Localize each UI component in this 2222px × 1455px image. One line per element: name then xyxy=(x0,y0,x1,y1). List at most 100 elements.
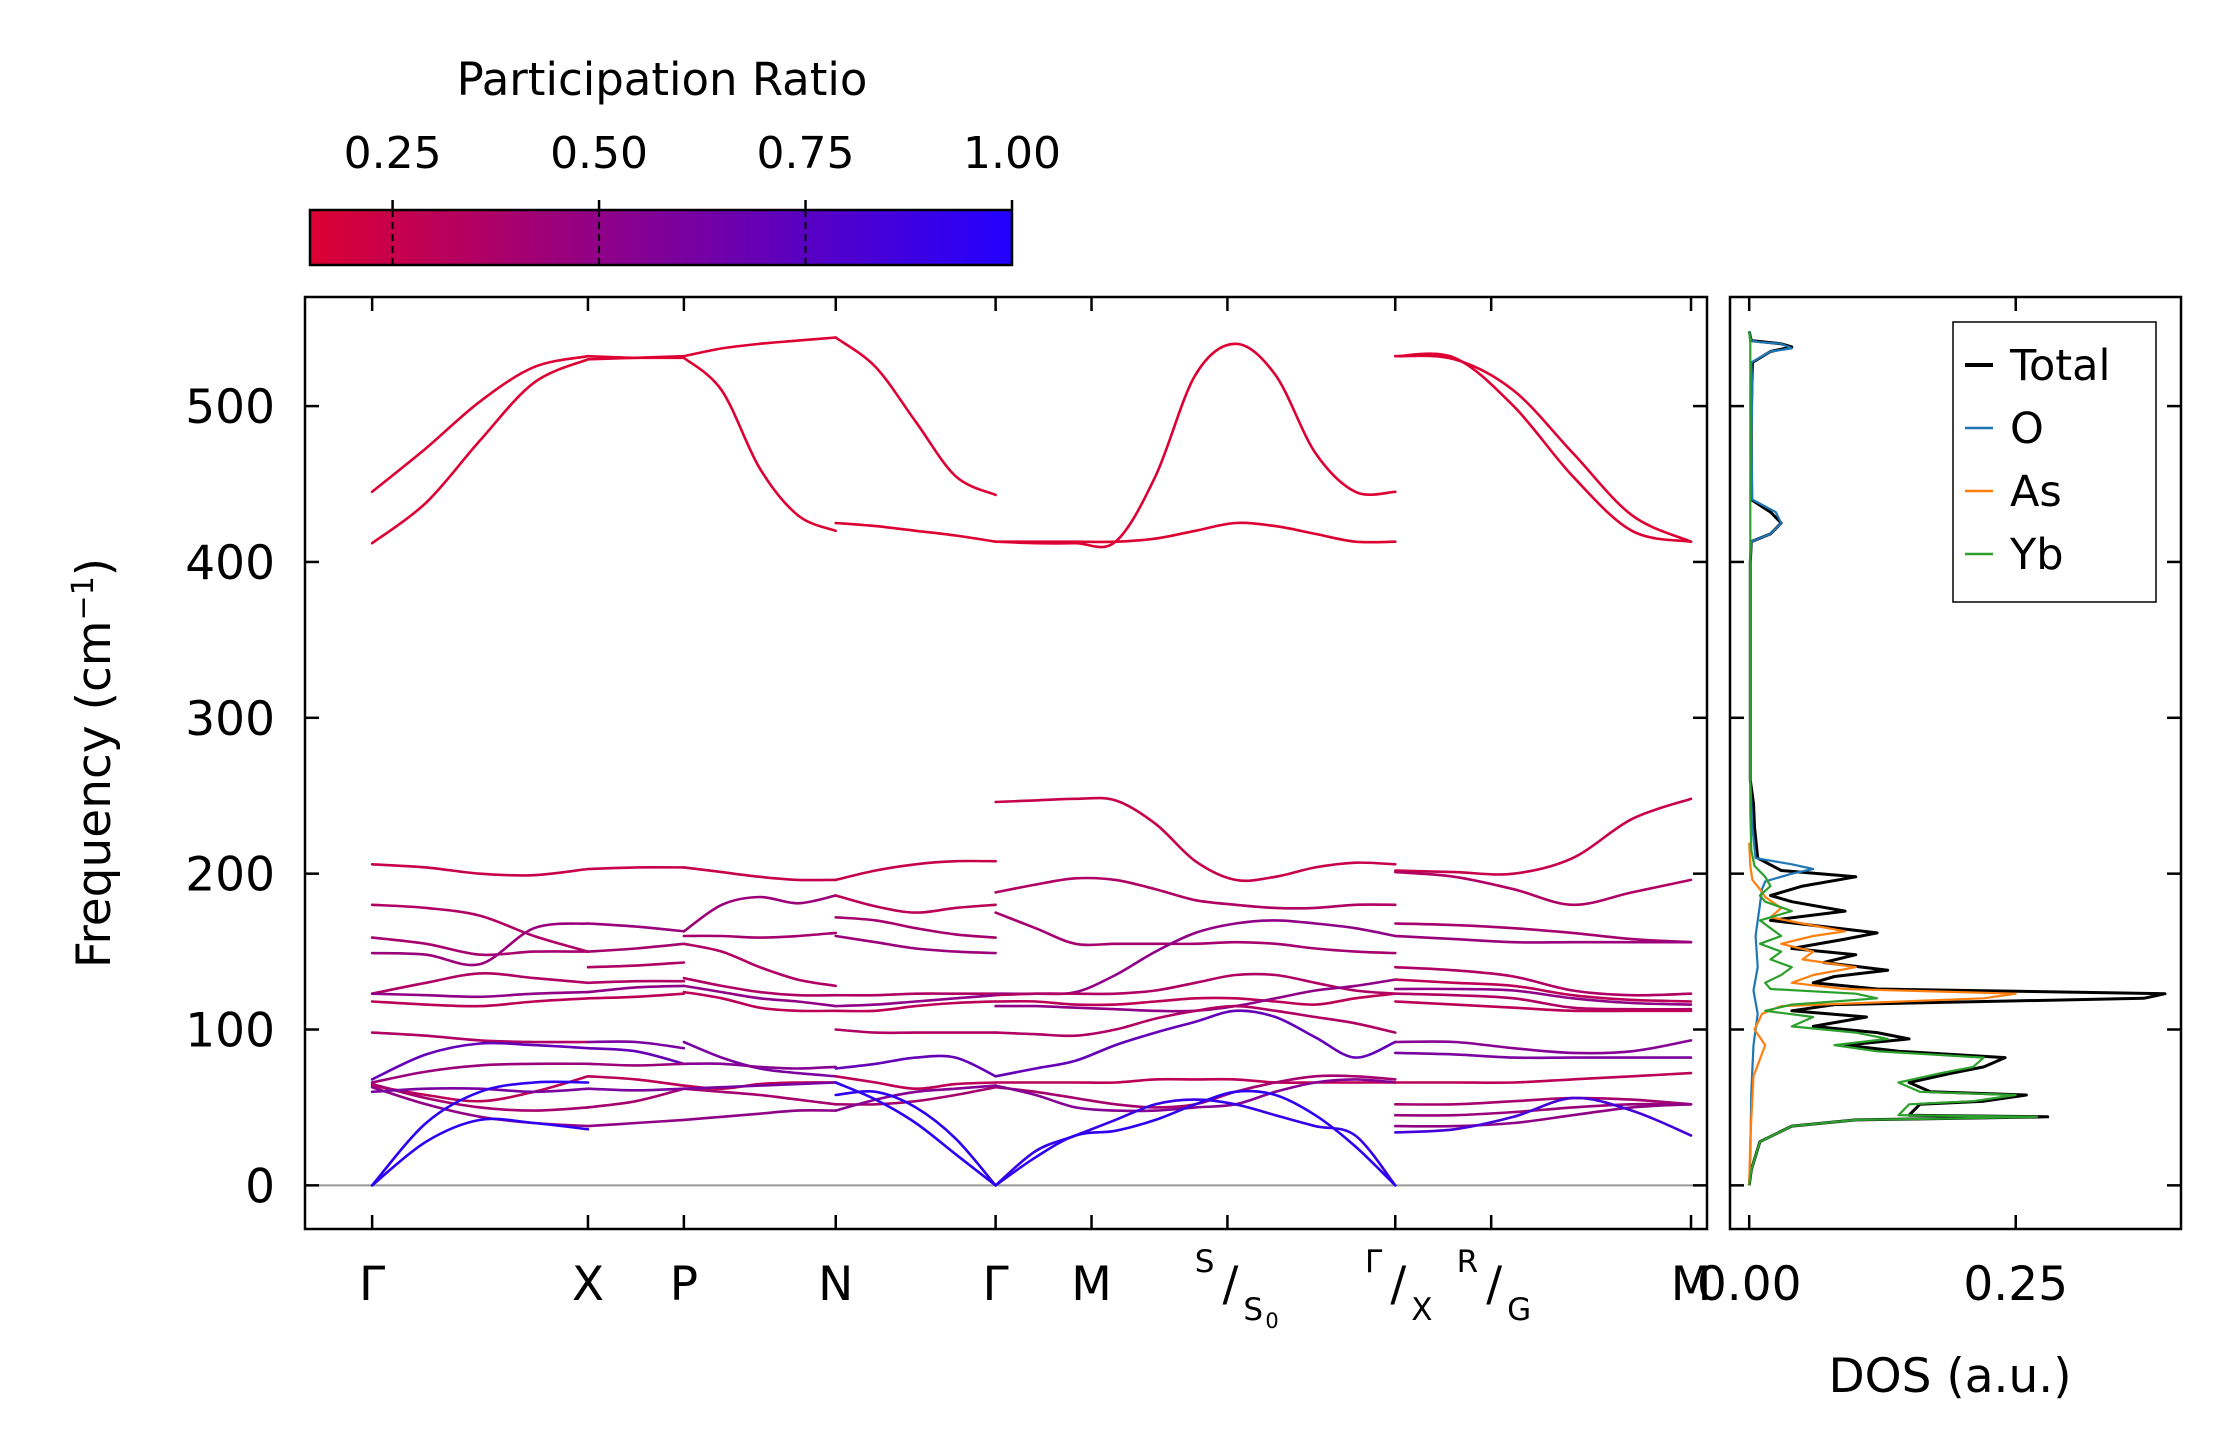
band-line xyxy=(994,1009,1397,1078)
high-symmetry-label: M xyxy=(1071,1257,1112,1312)
band-line xyxy=(370,1031,590,1044)
band-line xyxy=(834,1054,997,1078)
band-line xyxy=(682,984,837,1008)
band-lines xyxy=(370,336,1693,1187)
band-line xyxy=(994,876,1397,910)
band-line xyxy=(682,1040,837,1078)
band-line xyxy=(1394,352,1693,543)
band-line xyxy=(834,1000,997,1013)
band-line xyxy=(586,1062,686,1067)
band-y-ticks: 0 100 200 300 400 500 xyxy=(185,380,1707,1214)
band-line xyxy=(586,992,686,1000)
colorbar-ticks xyxy=(391,200,1014,265)
band-line xyxy=(1394,1096,1693,1137)
band-line xyxy=(1394,797,1693,876)
band-line xyxy=(1394,934,1693,944)
band-line xyxy=(834,992,997,997)
band-line xyxy=(682,1109,837,1122)
band-line xyxy=(994,978,1397,1013)
band-line xyxy=(834,993,997,1008)
band-line xyxy=(586,866,686,871)
band-line xyxy=(994,1077,1397,1085)
colorbar-tick-label: 0.75 xyxy=(757,128,855,179)
band-line xyxy=(834,1081,997,1187)
band-line xyxy=(370,863,590,877)
dos-line-yb xyxy=(1748,331,2039,1186)
band-line xyxy=(586,984,686,994)
high-symmetry-label: P xyxy=(670,1257,698,1312)
band-y-axis-label: Frequency (cm−1) xyxy=(66,558,122,968)
band-line xyxy=(994,1098,1397,1187)
high-symmetry-label-sub: X xyxy=(1411,1292,1432,1328)
band-line xyxy=(834,1084,997,1112)
band-line xyxy=(370,990,590,999)
band-line xyxy=(994,796,1397,883)
band-line xyxy=(370,1117,590,1187)
band-line xyxy=(834,916,997,939)
high-symmetry-label-sup: Γ xyxy=(1365,1244,1383,1280)
band-line xyxy=(586,1087,686,1092)
band-line xyxy=(586,942,686,953)
legend-label-as: As xyxy=(2010,467,2062,517)
band-y-tick-label: 500 xyxy=(185,380,275,435)
band-line xyxy=(994,972,1397,997)
band-line xyxy=(682,931,837,939)
band-line xyxy=(834,1075,997,1091)
dos-x-tick-label: 0.25 xyxy=(1963,1257,2068,1312)
band-line xyxy=(682,1062,837,1070)
legend-entries: Total O As Yb xyxy=(1965,341,2110,580)
high-symmetry-label-sup: S xyxy=(1195,1244,1215,1280)
band-line xyxy=(994,521,1397,544)
band-line xyxy=(370,1041,590,1081)
high-symmetry-label: X xyxy=(572,1257,604,1312)
band-line xyxy=(370,358,590,545)
high-symmetry-label: Γ xyxy=(359,1257,385,1312)
band-line xyxy=(586,1118,686,1128)
band-line xyxy=(1394,1102,1693,1117)
band-line xyxy=(1394,1096,1693,1106)
high-symmetry-label: N xyxy=(818,1257,853,1312)
high-symmetry-label-sup: R xyxy=(1457,1244,1479,1280)
band-line xyxy=(834,336,997,497)
colorbar-title: Participation Ratio xyxy=(457,53,868,106)
band-line xyxy=(682,942,837,988)
high-symmetry-slash: / xyxy=(1486,1257,1502,1312)
band-line xyxy=(1394,965,1693,997)
colorbar-gradient xyxy=(308,208,1014,267)
band-line xyxy=(682,336,837,358)
band-line xyxy=(682,1081,837,1090)
band-line xyxy=(370,936,590,957)
band-y-tick-label: 400 xyxy=(185,536,275,591)
dos-lines xyxy=(1747,330,2167,1186)
band-line xyxy=(370,354,590,494)
band-line xyxy=(370,922,590,967)
band-line xyxy=(586,1087,686,1109)
band-line xyxy=(1394,354,1693,543)
high-symmetry-label-subsub: 0 xyxy=(1265,1309,1278,1333)
legend-label-o: O xyxy=(2010,404,2044,454)
band-line xyxy=(586,922,686,933)
band-line xyxy=(1394,992,1693,1011)
band-line xyxy=(586,1040,686,1050)
band-y-tick-label: 0 xyxy=(245,1159,275,1214)
band-line xyxy=(370,903,590,953)
band-line xyxy=(586,961,686,969)
band-line xyxy=(370,1075,590,1103)
high-symmetry-slash: / xyxy=(1222,1257,1238,1312)
dos-line-o xyxy=(1748,331,1815,1186)
band-line xyxy=(834,521,997,543)
band-line xyxy=(370,997,590,1008)
band-x-ticks: Γ X P N Γ M S / S 0Γ / XR / G M xyxy=(359,297,1711,1333)
band-line xyxy=(994,1089,1397,1187)
band-line xyxy=(834,1090,997,1187)
high-symmetry-label: M xyxy=(1671,1257,1712,1312)
colorbar-tick-label: 0.50 xyxy=(550,128,648,179)
legend-label-yb: Yb xyxy=(2009,530,2064,580)
dos-panel: 0.00 0.25 DOS (a.u.) Total O As Yb xyxy=(1697,295,2183,1404)
high-symmetry-slash: / xyxy=(1390,1257,1406,1312)
band-line xyxy=(370,972,590,995)
colorbar-tick-label: 0.25 xyxy=(344,128,442,179)
band-line xyxy=(1394,922,1693,944)
band-line xyxy=(1394,1051,1693,1060)
